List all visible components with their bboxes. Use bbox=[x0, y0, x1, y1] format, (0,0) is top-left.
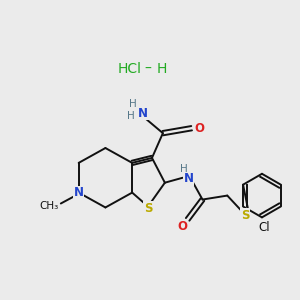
Text: –: – bbox=[145, 62, 152, 76]
Text: N: N bbox=[138, 107, 148, 120]
Text: HCl: HCl bbox=[118, 62, 142, 76]
Text: N: N bbox=[184, 172, 194, 185]
Text: Cl: Cl bbox=[258, 221, 270, 234]
Text: S: S bbox=[144, 202, 152, 215]
Text: O: O bbox=[178, 220, 188, 233]
Text: H: H bbox=[180, 164, 188, 174]
Text: N: N bbox=[74, 186, 84, 199]
Text: H: H bbox=[127, 111, 135, 121]
Text: O: O bbox=[194, 122, 205, 135]
Text: H: H bbox=[129, 99, 137, 110]
Text: H: H bbox=[157, 62, 167, 76]
Text: CH₃: CH₃ bbox=[39, 202, 58, 212]
Text: S: S bbox=[241, 209, 249, 222]
